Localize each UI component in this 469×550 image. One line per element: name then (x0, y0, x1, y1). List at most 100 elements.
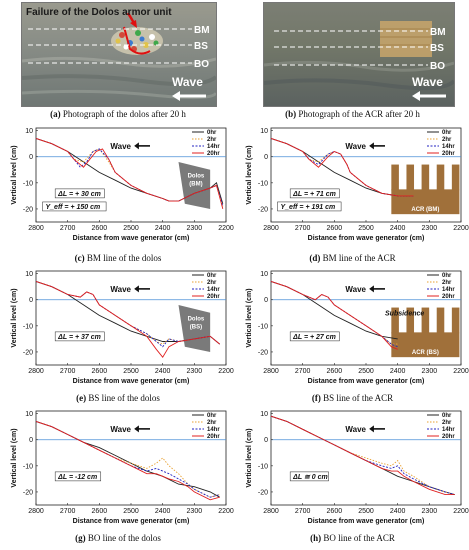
annotation-label: ΔL = -12 cm (57, 474, 97, 481)
x-tick-label: 2600 (327, 508, 343, 515)
legend-label: 0hr (442, 413, 452, 419)
series-line-20hr (35, 280, 220, 358)
chart-h-plot: 2800 2700 2600 2500 2400 2300 2200 10 0 -10 -20 Dis… (246, 410, 469, 525)
x-tick-label: 2800 (28, 368, 44, 375)
y-tick-label: -20 (23, 206, 33, 213)
y-tick-label: -20 (23, 349, 33, 356)
acr-tooth (421, 307, 430, 334)
y-tick-label: 0 (29, 297, 33, 304)
legend-label: 0hr (207, 413, 217, 419)
x-tick-label: 2300 (187, 225, 203, 232)
annotation-label: ΔL = + 71 cm (292, 191, 336, 198)
acr-base (391, 332, 460, 358)
x-tick-label: 2200 (218, 225, 234, 232)
annotation-box (289, 188, 340, 199)
x-tick-label: 2700 (60, 225, 76, 232)
x-tick-label: 2500 (358, 368, 374, 375)
y-tick-label: 10 (260, 271, 268, 278)
y-tick-label: 0 (29, 437, 33, 444)
x-tick-label: 2800 (28, 508, 44, 515)
caption-c-letter: (c) (74, 253, 85, 263)
y-tick-label: 10 (260, 411, 268, 418)
annotation-label: ΔL = + 37 cm (57, 334, 101, 341)
x-tick-label: 2400 (155, 508, 171, 515)
annotation-label: ΔL ≅ 0 cm (292, 474, 328, 481)
x-tick-label: 2500 (123, 508, 139, 515)
chart-e-plot: 2800 2700 2600 2500 2400 2300 2200 10 0 -10 -20 Dis… (11, 270, 234, 385)
x-tick-label: 2700 (60, 508, 76, 515)
legend-label: 0hr (207, 130, 217, 136)
x-axis-label: Distance from wave generator (cm) (308, 518, 425, 525)
x-tick-label: 2500 (358, 225, 374, 232)
legend-label: 14hr (207, 144, 220, 150)
wave-label: Wave (110, 425, 131, 434)
legend-label: 14hr (207, 287, 220, 293)
chart-c: 2800 2700 2600 2500 2400 2300 2200 10 0 -10 -20 Dis… (0, 122, 234, 260)
wave-arrow-head (134, 142, 139, 150)
photo-acr-wave-arrow-icon (412, 91, 446, 101)
caption-c-text: BM line of the dolos (84, 253, 162, 263)
caption-f: (f) BS line of the ACR (236, 393, 469, 403)
caption-h: (h) BO line of the ACR (236, 533, 469, 543)
acr-tooth (406, 307, 415, 334)
y-tick-label: -20 (258, 489, 268, 496)
annotation-label: ΔL = + 27 cm (292, 334, 336, 341)
y-tick-label: 10 (25, 271, 33, 278)
y-tick-label: 10 (260, 128, 268, 135)
x-tick-label: 2300 (187, 508, 203, 515)
photo-acr: BM BS BO Wave (263, 2, 455, 107)
annotation-box (289, 471, 329, 482)
x-tick-label: 2400 (155, 368, 171, 375)
chart-g-plot: 2800 2700 2600 2500 2400 2300 2200 10 0 -10 -20 Dis… (11, 410, 234, 525)
y-tick-label: -10 (23, 180, 33, 187)
photo-acr-wave-label: Wave (412, 75, 443, 89)
acr-tooth (391, 164, 399, 191)
acr-tooth (451, 164, 460, 191)
series-line-20hr (35, 137, 224, 210)
wave-label: Wave (345, 142, 366, 151)
x-tick-label: 2800 (263, 225, 279, 232)
y-tick-label: 0 (264, 297, 268, 304)
legend-label: 20hr (207, 294, 220, 300)
x-tick-label: 2400 (390, 508, 406, 515)
x-tick-label: 2500 (358, 508, 374, 515)
y-axis-label: Vertical level (cm) (11, 145, 18, 204)
x-tick-label: 2500 (123, 225, 139, 232)
legend-label: 0hr (442, 273, 452, 279)
legend-label: 14hr (442, 287, 455, 293)
chart-g: 2800 2700 2600 2500 2400 2300 2200 10 0 -10 -20 Dis… (0, 405, 234, 543)
series-line-20hr (270, 137, 414, 197)
chart-e: 2800 2700 2600 2500 2400 2300 2200 10 0 -10 -20 Dis… (0, 265, 234, 403)
x-tick-label: 2600 (327, 368, 343, 375)
x-tick-label: 2300 (422, 368, 438, 375)
x-tick-label: 2700 (60, 368, 76, 375)
legend-label: 2hr (207, 280, 217, 286)
legend-label: 14hr (442, 427, 455, 433)
chart-d-plot: 2800 2700 2600 2500 2400 2300 2200 10 0 -10 -20 Dis… (246, 127, 469, 242)
annotation-box (54, 331, 105, 342)
chart-d: 2800 2700 2600 2500 2400 2300 2200 10 0 -10 -20 Dis… (235, 122, 469, 260)
annotation-label: Y_eff = + 191 cm (281, 204, 336, 211)
x-tick-label: 2300 (422, 225, 438, 232)
annotation-label: Subsidence (385, 310, 424, 317)
x-tick-label: 2800 (263, 368, 279, 375)
legend-label: 2hr (442, 137, 452, 143)
wave-arrow-icon (369, 285, 385, 293)
y-axis-label: Vertical level (cm) (11, 428, 18, 487)
annotation-box (42, 201, 107, 212)
photo-dolos-line-bs: BS (194, 41, 208, 52)
caption-g-text: BO line of the dolos (85, 533, 161, 543)
legend-label: 2hr (207, 137, 217, 143)
caption-a-letter: (a) (50, 109, 61, 119)
caption-d-letter: (d) (309, 253, 321, 263)
x-tick-label: 2200 (453, 508, 469, 515)
structure-label: (BM) (189, 182, 202, 188)
annotation-label: Y_eff = + 150 cm (46, 204, 101, 211)
caption-a: (a) Photograph of the dolos after 20 h (0, 109, 236, 119)
dolos-rubble (111, 27, 163, 55)
x-axis-label: Distance from wave generator (cm) (308, 235, 425, 242)
chart-f-plot: 2800 2700 2600 2500 2400 2300 2200 10 0 -10 -20 Dis… (246, 270, 469, 385)
